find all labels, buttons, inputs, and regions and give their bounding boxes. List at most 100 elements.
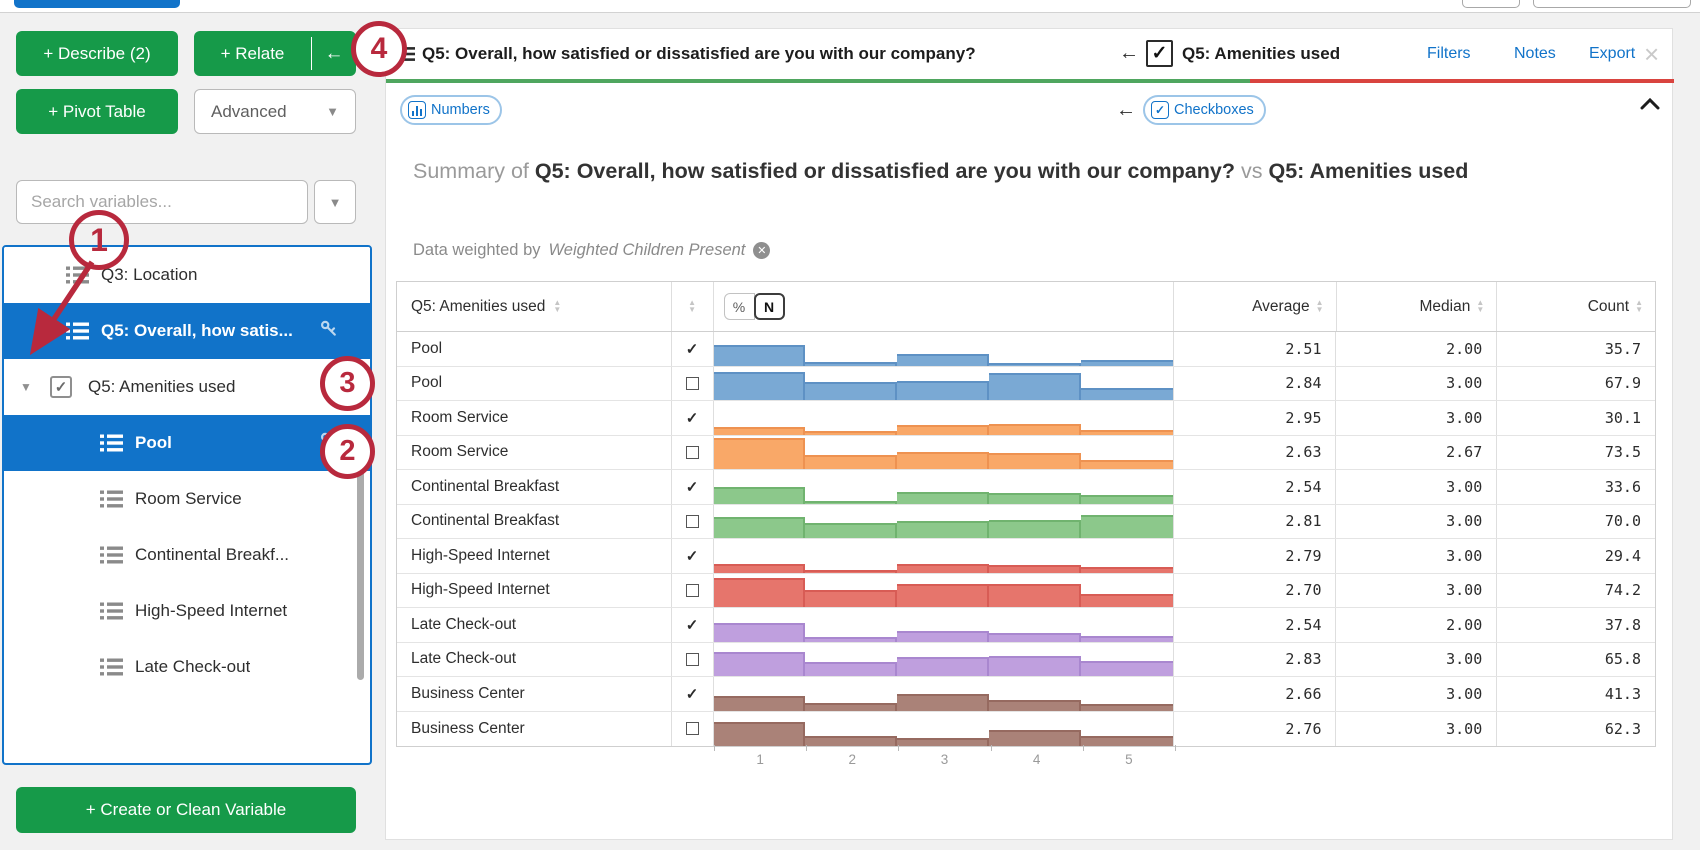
row-histogram [713, 435, 1174, 469]
histogram-bar [713, 427, 806, 435]
row-average: 2.51 [1174, 332, 1337, 366]
histogram-bar [897, 564, 990, 573]
list-scrollbar[interactable] [357, 440, 364, 680]
pivot-table-button[interactable]: + Pivot Table [16, 89, 178, 134]
annotation-arrow [29, 260, 95, 356]
advanced-dropdown[interactable]: Advanced ▼ [194, 89, 356, 134]
column-header-selected[interactable]: ▲ ▼ [672, 282, 714, 331]
axis-tick-label: 3 [940, 752, 949, 767]
row-label[interactable]: Continental Breakfast [397, 504, 672, 538]
row-label[interactable]: High-Speed Internet [397, 539, 672, 573]
search-input[interactable] [16, 180, 308, 224]
row-selected-cell[interactable]: ✓ [672, 401, 714, 435]
sort-icon[interactable]: ▲ ▼ [553, 298, 562, 314]
row-selected-cell[interactable] [672, 573, 714, 607]
column-header-count[interactable]: Count ▲ ▼ [1497, 282, 1655, 331]
row-selected-cell[interactable] [672, 642, 714, 676]
list-icon [100, 490, 123, 509]
checkboxes-type-pill[interactable]: ✓ Checkboxes [1143, 95, 1266, 125]
group-checkbox[interactable]: ✓ [50, 376, 72, 398]
row-label[interactable]: High-Speed Internet [397, 573, 672, 607]
relate-back-arrow[interactable]: ← [324, 42, 344, 64]
remove-weight-icon[interactable]: ✕ [753, 242, 771, 259]
row-histogram [713, 366, 1174, 400]
n-toggle-button[interactable]: N [753, 293, 785, 320]
top-blue-tab[interactable] [14, 0, 180, 8]
row-label[interactable]: Pool [397, 332, 672, 366]
column-header-label: Q5: Amenities used [411, 297, 546, 315]
row-selected-cell[interactable]: ✓ [672, 677, 714, 711]
sidebar-item-High-Speed Internet[interactable]: High-Speed Internet [4, 583, 370, 639]
expander-triangle-icon[interactable]: ▼ [20, 380, 32, 394]
histogram-bar [713, 623, 806, 642]
row-selected-cell[interactable] [672, 711, 714, 746]
swap-arrow[interactable]: ← [1119, 42, 1139, 64]
column-header-amenities[interactable]: Q5: Amenities used ▲ ▼ [397, 282, 672, 331]
sidebar-group-Q5: Amenities used[interactable]: ▼ ✓ Q5: Amenities used [4, 359, 370, 415]
histogram-bar [713, 344, 806, 366]
row-label[interactable]: Room Service [397, 401, 672, 435]
row-label-text: High-Speed Internet [411, 546, 550, 564]
row-label[interactable]: Pool [397, 366, 672, 400]
describe-button[interactable]: + Describe (2) [16, 31, 178, 76]
histogram-bar [713, 517, 806, 538]
sidebar-item-Late Check-out[interactable]: Late Check-out [4, 639, 370, 695]
row-average: 2.83 [1174, 642, 1337, 676]
primary-variable-underline [386, 79, 1250, 83]
row-average: 2.66 [1174, 677, 1337, 711]
sort-icon[interactable]: ▲ ▼ [1315, 298, 1324, 314]
row-selected-cell[interactable]: ✓ [672, 539, 714, 573]
row-label[interactable]: Continental Breakfast [397, 470, 672, 504]
row-selected-cell[interactable] [672, 435, 714, 469]
swap-arrow[interactable]: ← [1116, 99, 1136, 121]
row-selected-cell[interactable]: ✓ [672, 332, 714, 366]
top-button-stub[interactable] [1533, 0, 1691, 8]
numbers-type-pill[interactable]: Numbers [400, 95, 502, 125]
sort-icon[interactable]: ▲ ▼ [1635, 298, 1643, 314]
axis-tick [1175, 745, 1176, 751]
row-selected-cell[interactable] [672, 504, 714, 538]
percent-toggle-button[interactable]: % [723, 293, 755, 320]
histogram-bar [713, 651, 806, 676]
empty-checkbox-icon [685, 583, 699, 597]
search-dropdown-button[interactable]: ▼ [314, 180, 356, 224]
row-label[interactable]: Business Center [397, 677, 672, 711]
relate-button[interactable]: + Relate [220, 43, 285, 63]
row-label[interactable]: Room Service [397, 435, 672, 469]
close-icon[interactable]: × [1644, 39, 1660, 69]
sidebar-item-Room Service[interactable]: Room Service [4, 471, 370, 527]
collapse-chevron-icon[interactable] [1639, 97, 1661, 116]
column-header-average[interactable]: Average ▲ ▼ [1174, 282, 1337, 331]
row-histogram [713, 539, 1174, 573]
sort-icon[interactable]: ▲ ▼ [688, 298, 696, 314]
row-label[interactable]: Business Center [397, 711, 672, 746]
sort-icon[interactable]: ▲ ▼ [1476, 298, 1485, 314]
histogram-bar [897, 521, 990, 538]
sidebar-item-Pool[interactable]: Pool [4, 415, 370, 471]
histogram-bar [989, 700, 1081, 711]
row-selected-cell[interactable]: ✓ [672, 608, 714, 642]
column-header-median[interactable]: Median ▲ ▼ [1337, 282, 1498, 331]
create-variable-button[interactable]: + Create or Clean Variable [16, 787, 356, 833]
row-count: 65.8 [1604, 650, 1641, 669]
row-label[interactable]: Late Check-out [397, 608, 672, 642]
filters-link[interactable]: Filters [1427, 45, 1471, 62]
sidebar-item-Continental Breakf...[interactable]: Continental Breakf... [4, 527, 370, 583]
row-label[interactable]: Late Check-out [397, 642, 672, 676]
annotation-circle-2: 2 [320, 424, 375, 479]
annotation-circle-3: 3 [320, 356, 375, 411]
annotation-circle-4: 4 [351, 21, 407, 77]
column-header-label: Average [1252, 297, 1310, 315]
notes-link[interactable]: Notes [1514, 45, 1556, 62]
export-link[interactable]: Export [1589, 45, 1636, 62]
table-row-Continental Breakfast-selected: Continental Breakfast ✓ 2.54 3.00 33.6 [397, 470, 1655, 505]
histogram-bar [805, 361, 898, 366]
row-selected-cell[interactable] [672, 366, 714, 400]
table-row-Late Check-out-selected: Late Check-out ✓ 2.54 2.00 37.8 [397, 608, 1655, 643]
checkbox-icon: ✓ [1151, 101, 1169, 119]
sidebar-item-Q3: Location[interactable]: Q3: Location [4, 247, 370, 303]
histogram-bar [713, 563, 806, 573]
row-selected-cell[interactable]: ✓ [672, 470, 714, 504]
table-row-High-Speed Internet-selected: High-Speed Internet ✓ 2.79 3.00 29.4 [397, 539, 1655, 574]
top-button-stub[interactable] [1462, 0, 1520, 8]
